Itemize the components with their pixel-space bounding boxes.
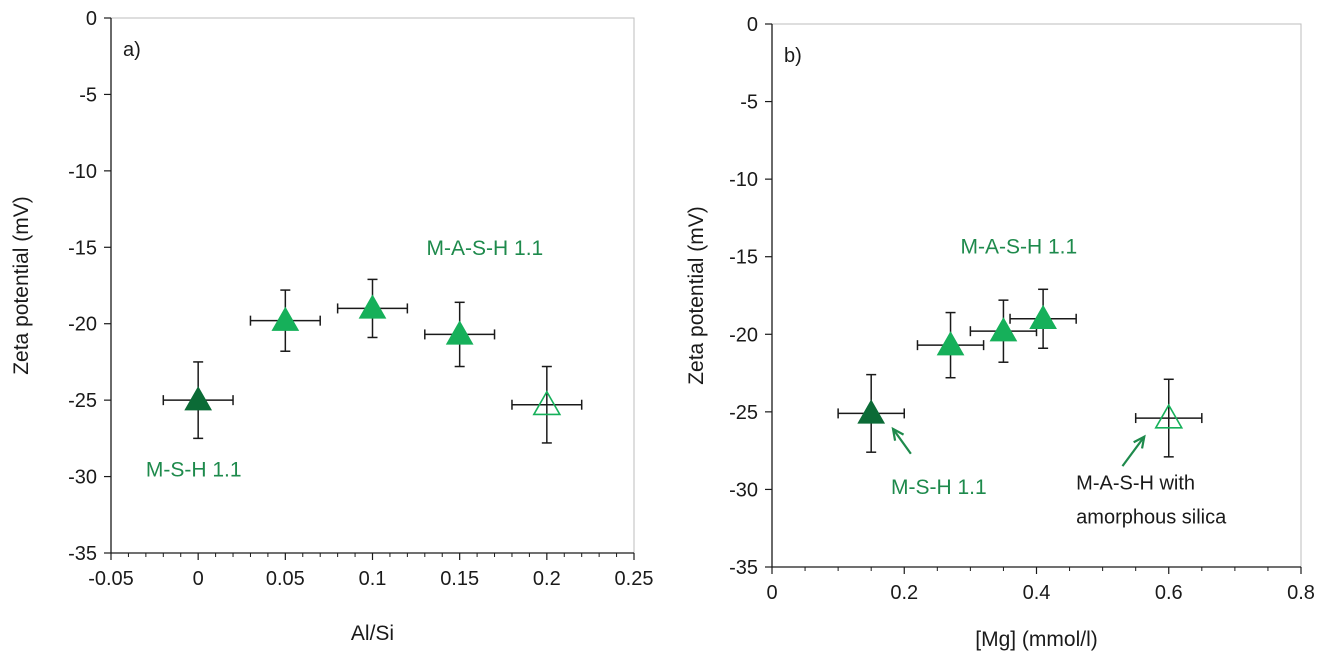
x-tick-label: 0.8 (1287, 582, 1315, 604)
annotation-label: M-S-H 1.1 (891, 476, 987, 499)
data-point (969, 299, 1038, 363)
y-tick-label: -15 (68, 237, 97, 259)
plot-area (771, 23, 1302, 568)
triangle-marker (358, 294, 387, 319)
annotation-label: M-S-H 1.1 (146, 459, 242, 482)
y-tick-label: -5 (740, 92, 758, 114)
x-tick-label: 0.6 (1155, 582, 1183, 604)
y-tick-label: -15 (729, 247, 758, 269)
y-tick-label: 0 (747, 14, 758, 36)
panel-a: 0 -5 -10 -15 -20 -25 -30 -35 -0.05 0 0.05 0.1 0.15 0.… (10, 8, 653, 645)
annotation-arrow (891, 426, 912, 455)
x-tick-label: 0.2 (533, 568, 561, 590)
triangle-marker (271, 306, 300, 331)
y-tick-label: -30 (68, 467, 97, 489)
y-tick-label: -20 (68, 314, 97, 336)
triangle-marker (989, 317, 1018, 342)
data-point (511, 365, 583, 444)
data-point (336, 278, 409, 339)
y-axis-title: Zeta potential (mV) (10, 196, 33, 375)
x-tick-label: 0.1 (359, 568, 387, 590)
triangle-marker (936, 331, 965, 356)
triangle-marker (857, 399, 886, 424)
triangle-marker (1029, 304, 1057, 330)
y-tick-label: 0 (86, 8, 97, 30)
x-tick-label: 0.15 (440, 568, 479, 590)
data-point (1134, 378, 1203, 458)
y-axis-title: Zeta potential (mV) (685, 206, 708, 385)
x-axis-title: Al/Si (351, 622, 394, 645)
x-tick-label: 0.25 (615, 568, 654, 590)
triangle-marker (445, 320, 474, 345)
panel-letter: b) (784, 45, 802, 67)
annotation-label: M-A-S-H with (1076, 472, 1195, 494)
annotation-arrow (1121, 434, 1146, 467)
y-tick-label: -5 (79, 84, 97, 106)
triangle-marker (184, 386, 213, 411)
x-tick-label: 0.2 (890, 582, 918, 604)
triangle-marker (1154, 403, 1184, 429)
y-tick-label: -20 (729, 324, 758, 346)
annotation-label: amorphous silica (1076, 507, 1227, 529)
data-point (424, 301, 496, 368)
x-tick-label: 0.4 (1023, 582, 1051, 604)
annotation-label: M-A-S-H 1.1 (960, 236, 1077, 259)
x-tick-label: -0.05 (88, 568, 134, 590)
data-point (837, 373, 905, 453)
data-point (162, 361, 234, 440)
triangle-marker (532, 390, 562, 416)
y-tick-label: -35 (68, 543, 97, 565)
panel-letter: a) (123, 39, 141, 61)
y-tick-label: -25 (68, 390, 97, 412)
y-tick-label: -25 (729, 402, 758, 424)
annotation-label: M-A-S-H 1.1 (427, 237, 544, 260)
y-tick-label: -35 (729, 557, 758, 579)
x-tick-label: 0 (193, 568, 204, 590)
x-tick-label: 0.05 (266, 568, 305, 590)
y-tick-label: -10 (729, 169, 758, 191)
y-tick-label: -30 (729, 479, 758, 501)
panel-b: 0 -5 -10 -15 -20 -25 -30 -35 0 0.2 0.4 0.6 0.8 [Mg] (… (685, 14, 1315, 651)
x-tick-label: 0 (766, 582, 777, 604)
data-point (249, 289, 321, 352)
x-axis-title: [Mg] (mmol/l) (975, 628, 1098, 651)
data-point (916, 311, 985, 379)
y-tick-label: -10 (68, 161, 97, 183)
data-point (1009, 288, 1077, 349)
